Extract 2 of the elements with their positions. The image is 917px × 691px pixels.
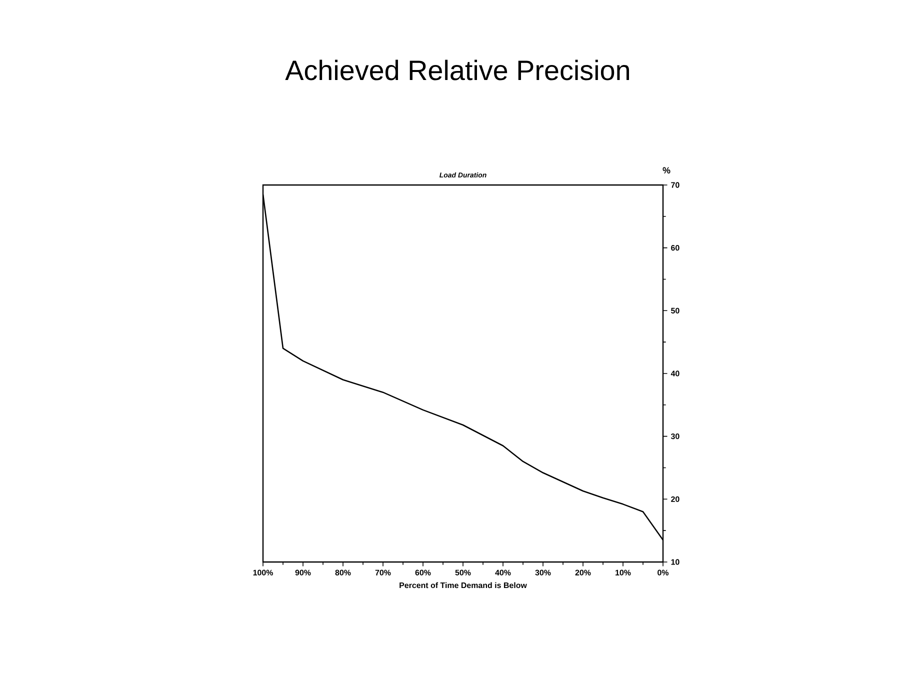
chart-title: Achieved Relative Precision [285,60,629,80]
y-axis-title: % [662,167,670,174]
